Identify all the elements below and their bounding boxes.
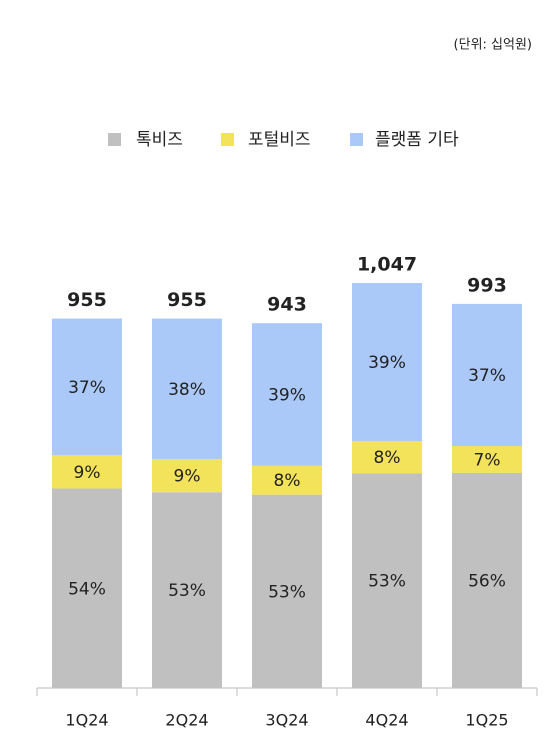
total-label: 955 [167,289,207,311]
bar-segment [252,465,322,495]
segment-label: 9% [74,463,101,483]
legend-label: 톡비즈 [136,130,183,150]
x-tick-label: 3Q24 [265,711,308,730]
x-tick-label: 2Q24 [165,711,208,730]
x-tick-label: 1Q25 [465,711,508,730]
bar-segment [452,472,522,688]
legend-swatch [108,133,121,146]
segment-label: 39% [268,385,306,405]
total-label: 943 [267,294,307,316]
legend-swatch [221,133,234,146]
bar-segment [452,303,522,447]
legend-label: 포털비즈 [248,130,311,150]
bar-segment [52,455,122,489]
segment-label: 8% [374,448,401,468]
segment-label: 8% [274,471,301,491]
total-label: 1,047 [357,254,417,276]
segment-label: 37% [68,378,106,398]
bar-segment [152,492,222,688]
bar-segment [152,458,222,493]
segment-label: 53% [368,572,406,592]
segment-label: 7% [474,450,501,470]
bar-segment [52,318,122,456]
segment-label: 9% [174,467,201,487]
bar-segment [152,318,222,459]
segment-label: 53% [168,581,206,601]
x-tick-label: 1Q24 [65,711,108,730]
segment-label: 53% [268,582,306,602]
bar-segment [452,446,522,473]
total-label: 955 [67,289,107,311]
unit-note: (단위: 십억원) [454,38,532,53]
segment-label: 38% [168,380,206,400]
segment-label: 54% [68,579,106,599]
bar-segment [352,440,422,474]
segment-label: 37% [468,366,506,386]
bar-segment [352,283,422,441]
x-tick-label: 4Q24 [365,711,408,730]
bar-segment [252,323,322,466]
legend-swatch [350,133,363,146]
legend-label: 플랫폼 기타 [375,130,459,150]
bar-segment [52,488,122,688]
total-label: 993 [467,274,507,296]
segment-label: 56% [468,571,506,591]
bar-segment [252,494,322,688]
segment-label: 39% [368,353,406,373]
bar-segment [352,473,422,688]
